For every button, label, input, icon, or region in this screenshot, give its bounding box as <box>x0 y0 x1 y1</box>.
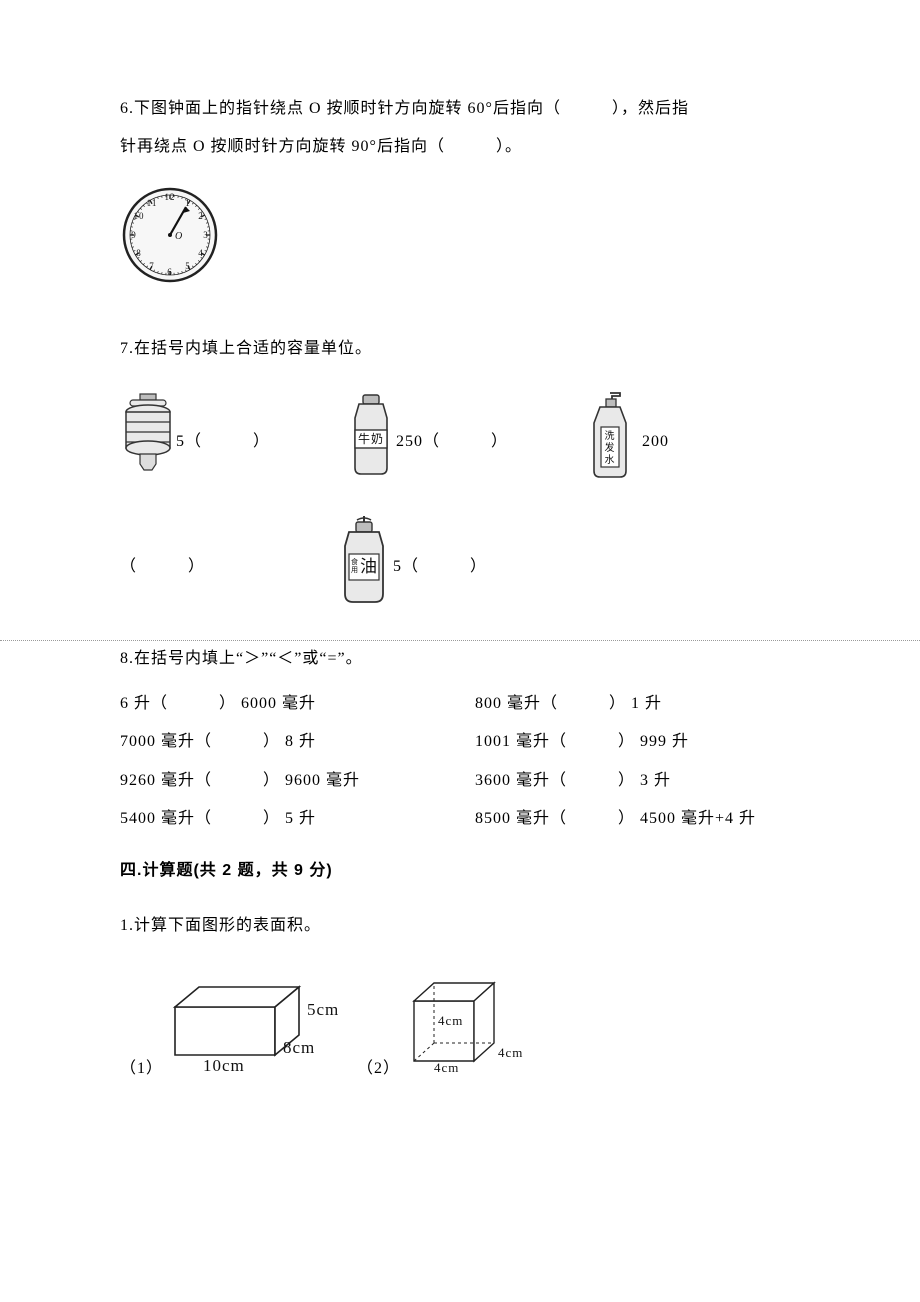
clock-center-label: O <box>175 231 183 242</box>
q8-r1-left: 6 升（ ） 6000 毫升 <box>120 685 445 723</box>
q7-shampoo-value: 200 <box>642 423 669 461</box>
water-jug-icon <box>120 392 176 493</box>
shampoo-bottle-icon: 洗 发 水 <box>584 389 636 496</box>
q8-grid: 6 升（ ） 6000 毫升 800 毫升（ ） 1 升 7000 毫升（ ） … <box>120 685 800 839</box>
calc2-prefix: （2） <box>357 1050 400 1088</box>
section4-title: 四.计算题(共 2 题，共 9 分) <box>120 852 800 890</box>
calc1-prefix: （1） <box>120 1050 163 1088</box>
cuboid-icon: 5cm 8cm 10cm <box>163 973 343 1088</box>
q8-r3-left: 9260 毫升（ ） 9600 毫升 <box>120 762 445 800</box>
q6-line2: 针再绕点 O 按顺时针方向旋转 90°后指向（ ）。 <box>120 128 800 166</box>
q7-oil-value: 5（ ） <box>393 548 487 586</box>
oil-bottle-icon: 食 用 油 <box>335 514 393 621</box>
clock-num-5: 5 <box>185 261 191 271</box>
calc-item-2: （2） 4cm 4cm 4cm <box>357 973 530 1088</box>
milk-label: 牛奶 <box>358 431 384 446</box>
q7-waterjug-value: 5（ ） <box>176 423 270 461</box>
oil-lc: 油 <box>360 557 378 576</box>
q8-r4-right: 8500 毫升（ ） 4500 毫升+4 升 <box>475 800 800 838</box>
cube-a2: 4cm <box>498 1045 523 1060</box>
q8-r4-left: 5400 毫升（ ） 5 升 <box>120 800 445 838</box>
oil-lb: 用 <box>351 566 359 574</box>
q7-row1: 5（ ） 牛奶 250（ ） <box>120 389 800 496</box>
q8-r2-left: 7000 毫升（ ） 8 升 <box>120 723 445 761</box>
calc-item-1: （1） 5cm 8cm 10cm <box>120 973 343 1088</box>
clock-figure: 12 1 2 3 4 5 6 7 8 9 10 11 O <box>120 185 800 300</box>
cuboid-w: 8cm <box>283 1038 315 1057</box>
clock-num-6: 6 <box>167 267 173 277</box>
q8-r1-right: 800 毫升（ ） 1 升 <box>475 685 800 723</box>
q8-r3-right: 3600 毫升（ ） 3 升 <box>475 762 800 800</box>
shampoo-l1: 洗 <box>605 430 616 442</box>
q7-blank-paren: （ ） <box>120 548 205 586</box>
shampoo-l2: 发 <box>605 441 616 454</box>
oil-la: 食 <box>351 557 359 566</box>
clock-num-2: 2 <box>198 211 204 221</box>
worksheet-page: 6.下图钟面上的指针绕点 O 按顺时针方向旋转 60°后指向（ ），然后指 针再… <box>0 0 920 1148</box>
section4-q1: 1.计算下面图形的表面积。 <box>120 907 800 945</box>
q7-item-oil: 食 用 油 5（ ） <box>335 514 487 621</box>
q8-prompt: 8.在括号内填上“＞”“＜”或“=”。 <box>120 640 800 678</box>
q7-row2: （ ） 食 用 油 5（ ） <box>120 514 800 621</box>
cube-icon: 4cm 4cm 4cm <box>400 973 530 1088</box>
cuboid-l: 10cm <box>203 1056 245 1073</box>
q7-item-shampoo: 洗 发 水 200 <box>584 389 669 496</box>
shampoo-l3: 水 <box>605 454 616 466</box>
clock-num-8: 8 <box>136 248 142 258</box>
cube-a1: 4cm <box>438 1013 463 1028</box>
q7-prompt: 7.在括号内填上合适的容量单位。 <box>120 330 800 368</box>
clock-num-3: 3 <box>203 230 209 240</box>
q8-r2-right: 1001 毫升（ ） 999 升 <box>475 723 800 761</box>
clock-num-4: 4 <box>198 248 204 258</box>
q7-item-milk: 牛奶 250（ ） <box>346 392 508 493</box>
cube-a3: 4cm <box>434 1060 459 1073</box>
q7-milk-value: 250（ ） <box>396 423 508 461</box>
clock-svg: 12 1 2 3 4 5 6 7 8 9 10 11 O <box>120 185 220 285</box>
milk-bottle-icon: 牛奶 <box>346 392 396 493</box>
q6-line1: 6.下图钟面上的指针绕点 O 按顺时针方向旋转 60°后指向（ ），然后指 <box>120 90 800 128</box>
cuboid-h: 5cm <box>307 1000 339 1019</box>
q7-item-waterjug: 5（ ） <box>120 392 270 493</box>
clock-num-7: 7 <box>149 261 155 271</box>
clock-num-1: 1 <box>185 198 191 208</box>
dotted-separator <box>0 640 920 641</box>
clock-num-10: 10 <box>134 211 145 221</box>
clock-num-12: 12 <box>165 192 176 202</box>
clock-num-11: 11 <box>147 198 158 208</box>
calc-row: （1） 5cm 8cm 10cm （2） <box>120 973 800 1088</box>
clock-num-9: 9 <box>131 230 137 240</box>
